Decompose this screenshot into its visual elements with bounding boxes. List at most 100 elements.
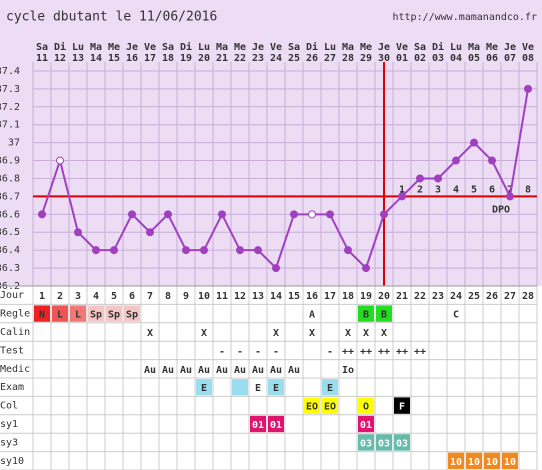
cell-text: Au bbox=[144, 365, 156, 376]
cell-text: ++ bbox=[378, 346, 390, 357]
chart-title: cycle dbutant le 11/06/2016 bbox=[6, 10, 217, 25]
temperature-point bbox=[308, 210, 316, 219]
cell-text: 03 bbox=[378, 438, 390, 449]
weekday-label: Ma bbox=[90, 42, 102, 53]
cell-fill bbox=[52, 305, 68, 322]
cell-fill bbox=[268, 379, 284, 396]
cell-fill bbox=[106, 305, 122, 322]
cell-text: 13 bbox=[252, 291, 264, 302]
cell-text: X bbox=[381, 328, 387, 339]
date-label: 28 bbox=[342, 53, 354, 64]
date-label: 29 bbox=[360, 53, 372, 64]
cell-text: ++ bbox=[414, 346, 426, 357]
weekday-label: Me bbox=[486, 42, 498, 53]
y-tick-label: 37.4 bbox=[0, 66, 20, 77]
cell-fill bbox=[358, 305, 374, 322]
date-label: 25 bbox=[288, 53, 300, 64]
temperature-point bbox=[416, 174, 424, 183]
weekday-label: Lu bbox=[198, 42, 210, 53]
temperature-point bbox=[110, 246, 118, 255]
temperature-point bbox=[398, 192, 406, 201]
date-label: 04 bbox=[450, 53, 462, 64]
row-label: Medic bbox=[0, 364, 30, 375]
cell-fill bbox=[196, 379, 212, 396]
cell-text: X bbox=[147, 328, 153, 339]
temperature-point bbox=[236, 246, 244, 255]
cell-text: 10 bbox=[468, 457, 480, 468]
cell-text: F bbox=[399, 402, 405, 413]
cell-text: Io bbox=[342, 365, 354, 376]
cell-fill bbox=[358, 434, 374, 451]
cell-text: - bbox=[219, 346, 225, 357]
weekday-label: Lu bbox=[324, 42, 336, 53]
weekday-label: Sa bbox=[414, 42, 426, 53]
cell-fill bbox=[394, 434, 410, 451]
cell-text: Au bbox=[234, 365, 246, 376]
weekday-label: Ve bbox=[144, 42, 156, 53]
date-label: 27 bbox=[324, 53, 336, 64]
date-label: 17 bbox=[144, 53, 156, 64]
weekday-label: Me bbox=[234, 42, 246, 53]
date-label: 15 bbox=[108, 53, 120, 64]
cell-text: 22 bbox=[414, 291, 426, 302]
y-tick-label: 36.7 bbox=[0, 191, 20, 202]
date-label: 13 bbox=[72, 53, 84, 64]
cell-text: 03 bbox=[360, 438, 372, 449]
cell-text: E bbox=[273, 383, 279, 394]
cell-text: 18 bbox=[342, 291, 354, 302]
row-label: sy3 bbox=[0, 437, 18, 448]
weekday-label: Ma bbox=[216, 42, 228, 53]
date-label: 14 bbox=[90, 53, 102, 64]
cell-text: Au bbox=[180, 365, 192, 376]
weekday-label: Ve bbox=[522, 42, 534, 53]
dpo-number: 6 bbox=[489, 184, 495, 195]
temperature-point bbox=[74, 228, 82, 237]
temperature-point bbox=[470, 138, 478, 147]
cell-text: 9 bbox=[183, 291, 189, 302]
cell-fill bbox=[358, 415, 374, 433]
cell-text: B bbox=[381, 310, 387, 321]
weekday-label: Ma bbox=[468, 42, 480, 53]
cell-text: N bbox=[39, 310, 45, 321]
weekday-label: Lu bbox=[450, 42, 462, 53]
temperature-point bbox=[38, 210, 46, 219]
date-label: 07 bbox=[504, 53, 516, 64]
cell-fill bbox=[448, 452, 464, 469]
cell-text: Au bbox=[162, 365, 174, 376]
row-label: sy1 bbox=[0, 419, 18, 430]
cell-fill bbox=[304, 397, 320, 414]
weekday-label: Sa bbox=[162, 42, 174, 53]
cell-text: 01 bbox=[270, 420, 282, 431]
date-label: 05 bbox=[468, 53, 480, 64]
cell-text: 01 bbox=[360, 420, 372, 431]
cell-text: E bbox=[255, 383, 261, 394]
cell-fill bbox=[268, 415, 284, 433]
date-label: 24 bbox=[270, 53, 282, 64]
cell-fill bbox=[34, 305, 50, 322]
cell-text: X bbox=[309, 328, 315, 339]
cell-text: 6 bbox=[129, 291, 135, 302]
cell-text: 24 bbox=[450, 291, 462, 302]
date-label: 19 bbox=[180, 53, 192, 64]
cell-text: 25 bbox=[468, 291, 480, 302]
row-label: sy10 bbox=[0, 456, 24, 467]
cell-fill bbox=[358, 397, 374, 414]
cell-text: Sp bbox=[108, 310, 120, 321]
cell-text: EO bbox=[324, 402, 336, 413]
cell-fill bbox=[88, 305, 104, 322]
cell-text: 11 bbox=[216, 291, 228, 302]
weekday-label: Di bbox=[180, 41, 192, 53]
weekday-label: Sa bbox=[36, 42, 48, 53]
temperature-point bbox=[128, 210, 136, 219]
cell-text: - bbox=[255, 346, 261, 357]
dpo-number: 3 bbox=[435, 184, 441, 195]
temperature-point bbox=[92, 246, 100, 255]
cell-text: 2 bbox=[57, 291, 63, 302]
temperature-line bbox=[41, 88, 529, 270]
y-tick-label: 36.4 bbox=[0, 245, 20, 256]
cell-text: 23 bbox=[432, 291, 444, 302]
cell-text: 17 bbox=[324, 291, 336, 302]
cell-text: 16 bbox=[306, 291, 318, 302]
cell-text: L bbox=[57, 310, 63, 321]
